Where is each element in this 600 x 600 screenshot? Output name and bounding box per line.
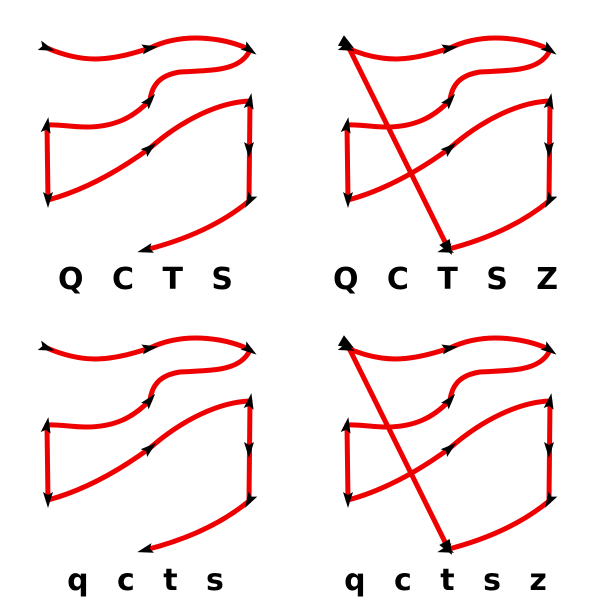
- vertex-marker-5: [340, 117, 351, 134]
- vertex-marker-11: [437, 243, 455, 253]
- vertex-marker-4: [141, 393, 156, 410]
- vertex-marker-9: [244, 442, 254, 458]
- panel-label-lower-qcts: q c t s: [67, 563, 233, 598]
- vertex-marker-6: [43, 492, 53, 508]
- z-diagonal-stroke: [344, 42, 451, 250]
- vertex-marker-6: [343, 192, 353, 208]
- vertex-marker-1: [37, 340, 55, 351]
- vertex-marker-8: [543, 93, 554, 110]
- vertex-marker-1: [337, 340, 355, 351]
- vertex-marker-6: [343, 492, 353, 508]
- vertex-marker-10: [545, 191, 558, 208]
- panel-lower-case-qcts: [37, 335, 258, 553]
- vertex-marker-7: [140, 142, 157, 157]
- vertex-marker-9: [544, 442, 554, 458]
- red-path-curve: [44, 35, 253, 253]
- vertex-marker-10: [245, 191, 258, 208]
- vertex-marker-2: [141, 344, 158, 355]
- vertex-marker-8: [243, 393, 254, 410]
- vertex-marker-5: [40, 417, 51, 434]
- vertex-marker-7: [440, 142, 457, 157]
- vertex-marker-4: [141, 93, 156, 110]
- red-path-curve: [344, 335, 553, 553]
- vertex-marker-4: [441, 93, 456, 110]
- vertex-marker-9: [244, 142, 254, 158]
- z-diagonal-stroke: [344, 342, 451, 550]
- panel-label-upper-qcts: Q C T S: [58, 262, 242, 297]
- vertex-marker-3: [540, 341, 557, 355]
- vertex-marker-1: [337, 40, 355, 51]
- vertex-marker-11: [137, 243, 155, 253]
- vertex-marker-11: [437, 543, 455, 553]
- vertex-marker-8: [543, 393, 554, 410]
- vertex-marker-1: [37, 40, 55, 51]
- vertex-marker-3: [240, 41, 257, 55]
- red-path-curve: [344, 35, 553, 253]
- vertex-marker-3: [240, 341, 257, 355]
- vertex-marker-10: [545, 491, 558, 508]
- z-start-marker: [337, 335, 354, 348]
- vertex-marker-7: [140, 442, 157, 457]
- vertex-marker-3: [540, 41, 557, 55]
- panel-upper-case-qcts: [37, 35, 258, 253]
- vertex-marker-8: [243, 93, 254, 110]
- vertex-marker-5: [340, 417, 351, 434]
- vertex-marker-5: [40, 117, 51, 134]
- vertex-marker-10: [245, 491, 258, 508]
- panel-label-lower-qctsz: q c t s z: [344, 563, 556, 598]
- panel-upper-case-qctsz: [337, 35, 558, 255]
- vertex-marker-4: [441, 393, 456, 410]
- vertex-marker-2: [141, 44, 158, 55]
- panel-lower-case-qctsz: [337, 335, 558, 555]
- vertex-marker-2: [441, 344, 458, 355]
- vertex-marker-6: [43, 192, 53, 208]
- vertex-marker-9: [544, 142, 554, 158]
- panel-label-upper-qctsz: Q C T S Z: [332, 262, 568, 297]
- vertex-marker-2: [441, 44, 458, 55]
- vertex-marker-7: [440, 442, 457, 457]
- red-path-curve: [44, 335, 253, 553]
- vertex-marker-11: [137, 543, 155, 553]
- z-start-marker: [337, 35, 354, 48]
